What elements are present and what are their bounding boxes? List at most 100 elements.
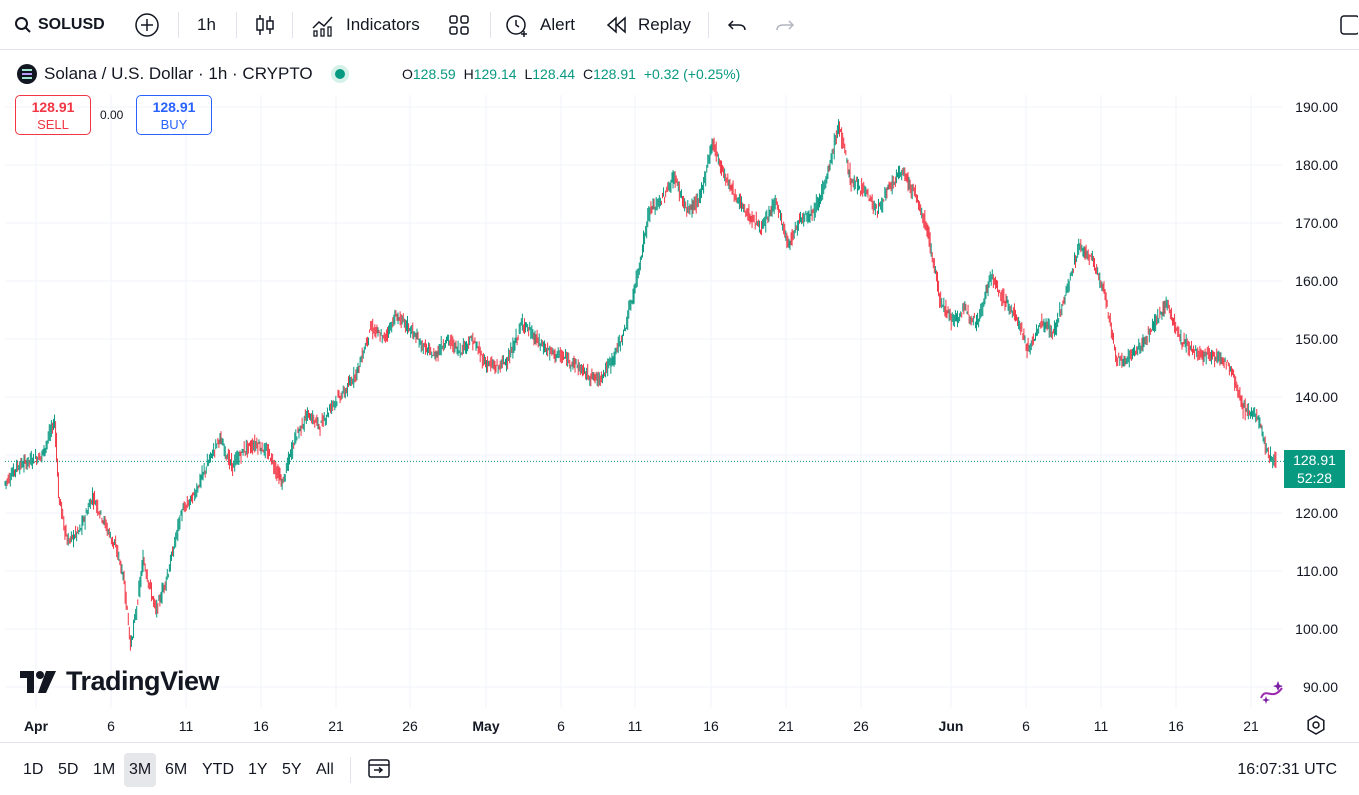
candles-icon — [256, 15, 274, 35]
chart-legend: Solana / U.S. Dollar · 1h · CRYPTO — [16, 63, 345, 85]
change-value: +0.32 (+0.25%) — [643, 66, 741, 82]
gear-icon — [1307, 715, 1325, 735]
alarm-clock-icon — [506, 15, 527, 37]
x-tick-label: 6 — [1022, 718, 1030, 734]
solana-logo-icon — [17, 64, 37, 84]
replay-button[interactable]: Replay — [638, 15, 691, 34]
range-button-ytd[interactable]: YTD — [202, 761, 234, 778]
y-tick-label: 180.00 — [1295, 157, 1338, 173]
sell-button[interactable]: 128.91 SELL — [15, 95, 91, 135]
top-toolbar: SOLUSD 1h Indicators Alert Replay — [0, 0, 1359, 50]
undo-icon — [727, 20, 746, 31]
alert-button[interactable]: Alert — [540, 15, 575, 34]
replay-button-icon[interactable] — [604, 12, 630, 38]
x-tick-label: 16 — [703, 718, 719, 734]
x-tick-label: 26 — [853, 718, 869, 734]
legend-title: Solana / U.S. Dollar · 1h · CRYPTO — [44, 64, 313, 83]
y-tick-label: 90.00 — [1303, 679, 1338, 695]
price-series — [4, 119, 1284, 651]
x-tick-label: 6 — [107, 718, 115, 734]
bar-countdown: 52:28 — [1296, 470, 1333, 486]
close-value: 128.91 — [593, 66, 636, 82]
x-tick-label: May — [472, 718, 499, 734]
x-tick-label: 6 — [557, 718, 565, 734]
buy-price: 128.91 — [152, 99, 196, 115]
utc-clock[interactable]: 16:07:31 UTC — [1237, 761, 1337, 778]
x-tick-label: Apr — [24, 718, 49, 734]
square-icon — [1340, 15, 1358, 35]
bottom-toolbar: 1D 5D 1M 3M 6M YTD 1Y 5Y All 16:07:31 UTC — [0, 742, 1359, 795]
indicators-button-icon[interactable] — [310, 12, 336, 38]
redo-icon — [776, 20, 795, 31]
fullscreen-button[interactable] — [1338, 12, 1358, 38]
high-value: 129.14 — [473, 66, 517, 82]
symbol-search[interactable]: SOLUSD — [14, 0, 105, 50]
ohlc-values: O128.59 H129.14 L128.44 C128.91 +0.32 (+… — [402, 66, 740, 82]
toolbar-divider — [236, 12, 237, 38]
range-button-5d[interactable]: 5D — [58, 761, 79, 778]
logo-text: TradingView — [66, 666, 220, 696]
x-tick-label: 11 — [179, 718, 194, 734]
close-label: C — [582, 66, 594, 82]
y-tick-label: 120.00 — [1295, 505, 1338, 521]
x-tick-label: 26 — [402, 718, 418, 734]
high-label: H — [463, 66, 474, 82]
range-button-3m[interactable]: 3M — [124, 753, 157, 787]
toolbar-divider — [178, 12, 179, 38]
toolbar-divider — [708, 12, 709, 38]
redo-button[interactable] — [772, 12, 798, 38]
x-tick-label: 21 — [778, 718, 794, 734]
grid-icon — [449, 15, 469, 35]
time-axis: Apr 6 11 16 21 26 May 6 11 16 21 26 Jun 6 11 16 21 — [24, 718, 1259, 734]
chart-type-button[interactable] — [252, 12, 278, 38]
undo-button[interactable] — [724, 12, 750, 38]
calendar-range-icon — [368, 759, 390, 778]
range-button-5y[interactable]: 5Y — [282, 761, 302, 778]
plus-circle-icon — [135, 13, 159, 37]
x-tick-label: 16 — [253, 718, 269, 734]
market-status-dot[interactable] — [334, 69, 345, 79]
tradingview-logo[interactable]: TradingView — [20, 666, 220, 697]
range-button-all[interactable]: All — [316, 761, 334, 778]
y-tick-label: 160.00 — [1295, 273, 1338, 289]
sell-price: 128.91 — [31, 99, 75, 115]
x-tick-label: 21 — [328, 718, 344, 734]
compare-button[interactable] — [134, 12, 160, 38]
range-button-1d[interactable]: 1D — [23, 761, 44, 778]
y-tick-label: 190.00 — [1295, 99, 1338, 115]
date-range-button[interactable] — [366, 755, 392, 781]
chart-grid — [5, 95, 1282, 708]
tv-logo-icon — [20, 670, 56, 693]
range-button-1y[interactable]: 1Y — [248, 761, 268, 778]
indicators-icon — [312, 16, 333, 37]
open-value: 128.59 — [412, 66, 456, 82]
open-label: O — [402, 66, 413, 82]
last-price-value: 128.91 — [1293, 452, 1336, 468]
alert-button-icon[interactable] — [504, 12, 530, 38]
x-tick-label: 11 — [628, 718, 643, 734]
low-label: L — [524, 66, 533, 82]
price-axis: 190.00180.00170.00160.00150.00140.00130.… — [1295, 99, 1338, 695]
range-button-6m[interactable]: 6M — [165, 761, 188, 778]
x-tick-label: 11 — [1094, 718, 1109, 734]
buy-button[interactable]: 128.91 BUY — [136, 95, 212, 135]
x-tick-label: 16 — [1168, 718, 1184, 734]
indicators-button[interactable]: Indicators — [346, 15, 420, 34]
sell-label: SELL — [37, 117, 69, 132]
range-button-1m[interactable]: 1M — [93, 761, 116, 778]
assistant-button[interactable] — [1258, 678, 1286, 706]
low-value: 128.44 — [532, 66, 576, 82]
y-tick-label: 110.00 — [1296, 563, 1338, 579]
interval-button[interactable]: 1h — [197, 15, 216, 34]
y-tick-label: 150.00 — [1295, 331, 1338, 347]
search-icon — [15, 17, 31, 33]
y-tick-label: 170.00 — [1295, 215, 1338, 231]
layouts-button[interactable] — [446, 12, 472, 38]
axis-settings-button[interactable] — [1305, 714, 1327, 736]
price-chart[interactable]: 190.00180.00170.00160.00150.00140.00130.… — [0, 52, 1359, 742]
x-tick-label: Jun — [939, 718, 964, 734]
symbol-label: SOLUSD — [38, 16, 105, 33]
last-price-tag: 128.91 52:28 — [1284, 450, 1345, 488]
spread-value: 0.00 — [100, 108, 124, 122]
toolbar-divider — [292, 12, 293, 38]
